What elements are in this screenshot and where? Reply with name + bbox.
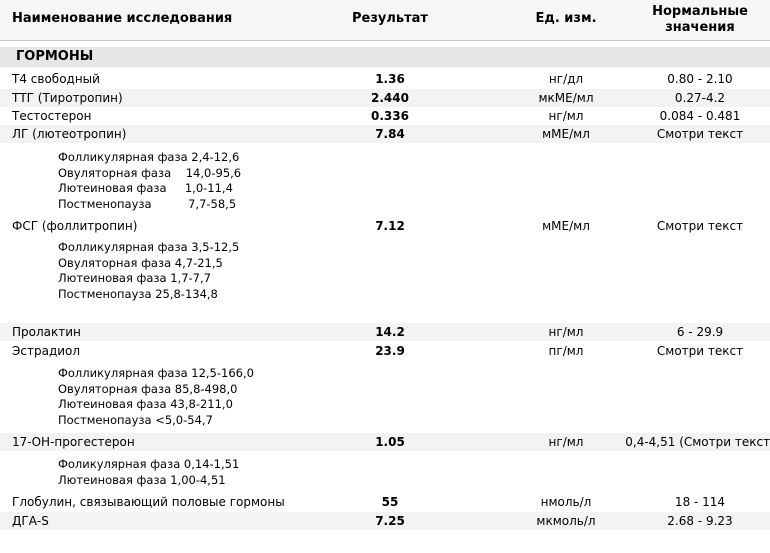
norm: 0,4-4,51 (Смотри текст) bbox=[625, 435, 770, 449]
row-stripe bbox=[0, 89, 770, 107]
norm: 0.80 - 2.10 bbox=[667, 72, 733, 86]
test-name: ТТГ (Тиротропин) bbox=[12, 91, 123, 105]
reference-note: Постменопауза <5,0-54,7 bbox=[58, 412, 213, 427]
row-stripe bbox=[0, 433, 770, 451]
norm: 0.27-4.2 bbox=[674, 91, 726, 105]
result: 7.84 bbox=[375, 127, 405, 141]
test-name: Эстрадиол bbox=[12, 344, 81, 358]
test-name: Тестостерон bbox=[12, 109, 92, 123]
column-header: Наименование исследования bbox=[12, 11, 233, 26]
test-name: ЛГ (лютеотропин) bbox=[12, 127, 127, 141]
unit: нг/дл bbox=[548, 72, 584, 86]
result: 7.12 bbox=[375, 219, 405, 233]
test-name: ДГА-S bbox=[12, 514, 49, 528]
reference-note: Лютеиновая фаза 1,0-11,4 bbox=[58, 181, 233, 195]
reference-note: Постменопауза 25,8-134,8 bbox=[58, 286, 218, 301]
reference-note: Овуляторная фаза 85,8-498,0 bbox=[58, 381, 238, 396]
unit: нг/мл bbox=[548, 325, 584, 339]
reference-note: Лютеиновая фаза 1,00-4,51 bbox=[58, 472, 226, 487]
row-stripe bbox=[0, 125, 770, 143]
reference-note: Фолликулярная фаза 12,5-166,0 bbox=[58, 366, 254, 380]
test-name: ФСГ (фоллитропин) bbox=[12, 219, 138, 233]
row-stripe bbox=[0, 323, 770, 341]
reference-note: Фолликулярная фаза 3,5-12,5 bbox=[58, 240, 240, 254]
norm: 0.084 - 0.481 bbox=[659, 109, 741, 123]
norm: Смотри текст bbox=[656, 344, 744, 358]
reference-note: Овуляторная фаза 4,7-21,5 bbox=[58, 255, 223, 270]
reference-note: Лютеиновая фаза 1,7-7,7 bbox=[58, 271, 211, 285]
result: 2.440 bbox=[371, 91, 409, 105]
result: 23.9 bbox=[375, 344, 405, 358]
test-name: Т4 свободный bbox=[12, 72, 100, 86]
column-header: Ед. изм. bbox=[535, 11, 597, 26]
test-name: 17-ОН-прогестерон bbox=[12, 435, 135, 449]
unit: мМЕ/мл bbox=[542, 219, 590, 233]
unit: нг/мл bbox=[548, 435, 584, 449]
column-header: Результат bbox=[352, 11, 428, 26]
result: 1.36 bbox=[375, 72, 405, 86]
reference-note: Фоликулярная фаза 0,14-1,51 bbox=[58, 457, 240, 471]
result: 0.336 bbox=[371, 109, 409, 123]
reference-note: Овуляторная фаза 14,0-95,6 bbox=[58, 165, 242, 180]
unit: нг/мл bbox=[548, 109, 584, 123]
row-stripe bbox=[0, 512, 770, 530]
result: 55 bbox=[381, 495, 399, 509]
norm: 18 - 114 bbox=[674, 495, 726, 509]
section-bar bbox=[0, 47, 770, 67]
unit: мкМЕ/мл bbox=[538, 91, 594, 105]
result: 14.2 bbox=[375, 325, 405, 339]
norm: Смотри текст bbox=[656, 127, 744, 141]
section-title: ГОРМОНЫ bbox=[16, 49, 94, 64]
unit: пг/мл bbox=[548, 344, 584, 358]
reference-note: Постменопауза 7,7-58,5 bbox=[58, 196, 237, 211]
reference-note: Лютеиновая фаза 43,8-211,0 bbox=[58, 397, 233, 411]
column-header: Нормальные значения bbox=[652, 4, 748, 35]
norm: Смотри текст bbox=[656, 219, 744, 233]
header-bar bbox=[0, 0, 770, 41]
norm: 6 - 29.9 bbox=[676, 325, 724, 339]
unit: мкмоль/л bbox=[536, 514, 596, 528]
test-name: Глобулин, связывающий половые гормоны bbox=[12, 495, 285, 509]
norm: 2.68 - 9.23 bbox=[667, 514, 733, 528]
unit: нмоль/л bbox=[540, 495, 592, 509]
result: 7.25 bbox=[375, 514, 405, 528]
unit: мМЕ/мл bbox=[542, 127, 590, 141]
result: 1.05 bbox=[375, 435, 405, 449]
test-name: Пролактин bbox=[12, 325, 81, 339]
reference-note: Фолликулярная фаза 2,4-12,6 bbox=[58, 150, 240, 164]
